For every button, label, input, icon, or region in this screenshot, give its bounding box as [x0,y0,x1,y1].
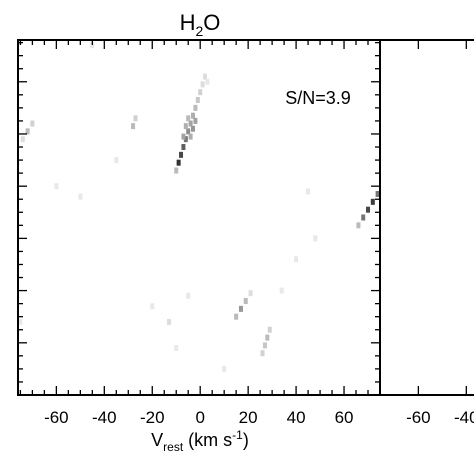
pixel [183,123,188,130]
pixel [262,342,267,349]
x-tick-label: -20 [140,408,165,427]
pixel [179,151,184,158]
pixel [205,78,210,85]
pixel [188,120,193,127]
pixel [150,303,155,310]
plot-frame [17,39,381,396]
pixel [202,73,207,80]
pixel [54,183,59,190]
x-label-base: V [151,430,163,450]
pixel [193,117,198,124]
annotation: S/N=3.9 [285,88,351,108]
pixel [181,144,186,151]
pixel [167,318,172,325]
pixel [234,313,239,320]
pixel [176,159,181,166]
pixel [198,89,203,96]
pixel [294,256,299,263]
chart-title: H2O [180,10,221,39]
pixel [193,104,198,111]
x-tick-label: -40 [454,408,474,427]
pixel [306,188,311,195]
pixel [375,191,380,198]
pixel [186,292,191,299]
pixel [25,128,30,135]
x-tick-label: -60 [44,408,69,427]
pixel [260,350,265,357]
x-tick-label: 20 [239,408,258,427]
x-label-mid: (km s [183,430,232,450]
pixel [243,298,248,305]
x-tick-label: -60 [406,408,431,427]
x-label-sup: -1 [232,428,243,442]
pixel [133,115,138,122]
pixel [20,136,25,143]
pixel [356,222,361,229]
x-tick-label: 0 [195,408,204,427]
pixel [200,81,205,88]
pixel [361,214,366,221]
pixel [191,112,196,119]
pixel [90,42,95,49]
pixel [78,193,83,200]
pixel [186,115,191,122]
pixel [267,326,272,333]
pixel [370,198,375,205]
pixel [279,287,284,294]
pixel [186,128,191,135]
pixel [181,133,186,140]
x-tick-label: -40 [92,408,117,427]
pixel [366,206,371,213]
x-label-sub: rest [163,440,184,454]
pixel [188,133,193,140]
pixel [183,136,188,143]
pixel [265,334,270,341]
title-rest: O [203,10,220,35]
pixel [114,157,119,164]
pixel [30,120,35,127]
pixel [131,123,136,130]
pixel [195,97,200,104]
title-sub: 2 [195,23,203,39]
pixel [174,345,179,352]
x-tick-label: 60 [335,408,354,427]
pixel [238,305,243,312]
pixel [222,365,227,372]
pixel [174,167,179,174]
pixel [191,125,196,132]
x-axis-label: Vrest (km s-1) [151,428,249,454]
x-tick-label: 40 [287,408,306,427]
x-label-end: ) [243,430,249,450]
pixel [313,235,318,242]
pixel [18,318,23,325]
title-base: H [180,10,196,35]
pixel [248,290,253,297]
